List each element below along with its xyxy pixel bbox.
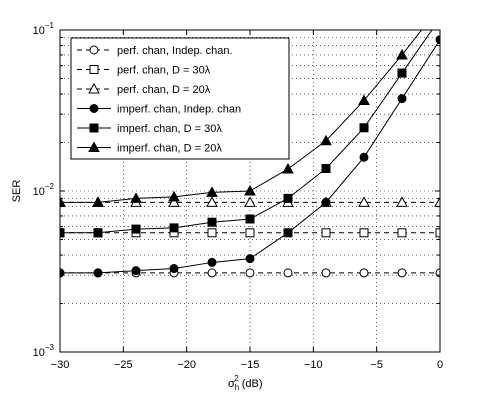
data-point xyxy=(169,264,179,274)
data-point xyxy=(283,268,293,278)
y-tick-base: 10 xyxy=(33,25,45,37)
legend-marker xyxy=(88,141,100,152)
data-point xyxy=(93,268,103,278)
legend: perf. chan, Indep. chan. perf. chan, D = … xyxy=(70,37,290,160)
data-point xyxy=(60,196,66,207)
legend-marker xyxy=(89,65,99,74)
legend-entry: imperf. chan, D = 20λ xyxy=(117,143,222,155)
legend-marker xyxy=(89,123,99,133)
data-point xyxy=(321,268,331,278)
data-point xyxy=(320,134,332,146)
data-point xyxy=(244,184,256,196)
series-triangle-filled xyxy=(60,30,423,207)
x-tick-label: −25 xyxy=(114,359,133,371)
data-point xyxy=(283,193,293,203)
data-point xyxy=(321,197,331,207)
data-point xyxy=(130,192,142,203)
legend-entry: imperf. chan, Indep. chan xyxy=(117,104,241,116)
data-point xyxy=(396,48,408,60)
series-square-open xyxy=(60,228,440,238)
data-point xyxy=(245,268,255,278)
data-point xyxy=(168,196,180,207)
data-point xyxy=(359,123,369,133)
data-point xyxy=(93,228,103,238)
legend-entry: perf. chan, Indep. chan. xyxy=(117,45,233,57)
x-axis-label-sup: 2 xyxy=(234,374,239,383)
y-tick-exponent: −1 xyxy=(45,21,55,30)
series-square-filled xyxy=(60,30,433,238)
data-point xyxy=(244,196,256,207)
series-layer xyxy=(60,30,440,278)
data-point xyxy=(92,196,104,207)
y-tick-base: 10 xyxy=(33,347,45,359)
data-point xyxy=(359,228,369,238)
data-point xyxy=(358,94,370,105)
data-point xyxy=(359,268,369,278)
x-axis-label-rest: (dB) xyxy=(239,378,263,390)
data-point xyxy=(397,268,407,278)
x-axis-label-base: σ xyxy=(228,378,235,390)
data-point xyxy=(206,196,218,207)
data-point xyxy=(168,190,180,202)
data-point xyxy=(207,257,217,267)
legend-entry: perf. chan, D = 30λ xyxy=(117,65,211,77)
data-point xyxy=(245,214,255,224)
data-point xyxy=(397,94,407,104)
x-tick-label: −5 xyxy=(370,359,383,371)
y-tick-exponent: −2 xyxy=(45,182,55,191)
legend-entry: perf. chan, D = 20λ xyxy=(117,84,211,96)
data-point xyxy=(169,223,179,233)
y-tick-label: 10−3 xyxy=(33,343,55,359)
data-point xyxy=(397,68,407,78)
series-circle-open xyxy=(60,268,440,278)
legend-marker xyxy=(89,104,99,113)
data-point xyxy=(207,268,217,278)
y-tick-base: 10 xyxy=(33,186,45,198)
x-tick-label: −30 xyxy=(51,359,70,371)
data-point xyxy=(131,224,141,234)
y-tick-exponent: −3 xyxy=(45,343,55,352)
data-point xyxy=(207,217,217,227)
data-point xyxy=(207,228,217,238)
data-point xyxy=(131,266,141,276)
data-point xyxy=(358,196,370,207)
data-point xyxy=(321,163,331,173)
x-tick-label: −20 xyxy=(177,359,196,371)
data-point xyxy=(282,162,294,174)
data-point xyxy=(396,196,408,207)
grid xyxy=(60,30,440,352)
x-tick-label: 0 xyxy=(437,359,443,371)
legend-box xyxy=(70,37,290,160)
data-point xyxy=(283,228,293,238)
x-axis-label-sub: h xyxy=(235,383,239,392)
series-triangle-open xyxy=(60,196,440,207)
y-tick-label: 10−2 xyxy=(33,182,55,198)
y-axis-label: SER xyxy=(11,180,23,203)
data-point xyxy=(245,254,255,264)
y-tick-label: 10−1 xyxy=(33,21,55,37)
x-tick-label: −10 xyxy=(304,359,323,371)
series-circle-filled xyxy=(60,35,440,278)
data-point xyxy=(434,196,440,207)
ticks: −30 −25 −20 −15 −10 −5 010−110−210−3 xyxy=(33,21,443,371)
x-tick-label: −15 xyxy=(241,359,260,371)
data-point xyxy=(397,228,407,238)
x-axis-label: σh2 (dB) xyxy=(228,374,263,392)
data-point xyxy=(435,228,440,238)
data-point xyxy=(60,228,65,238)
legend-entry: imperf. chan, D = 30λ xyxy=(117,123,222,135)
data-point xyxy=(359,152,369,162)
data-point xyxy=(206,186,218,197)
data-point xyxy=(245,228,255,238)
legend-marker xyxy=(89,45,99,55)
data-point xyxy=(321,228,331,238)
legend-marker xyxy=(88,82,100,94)
